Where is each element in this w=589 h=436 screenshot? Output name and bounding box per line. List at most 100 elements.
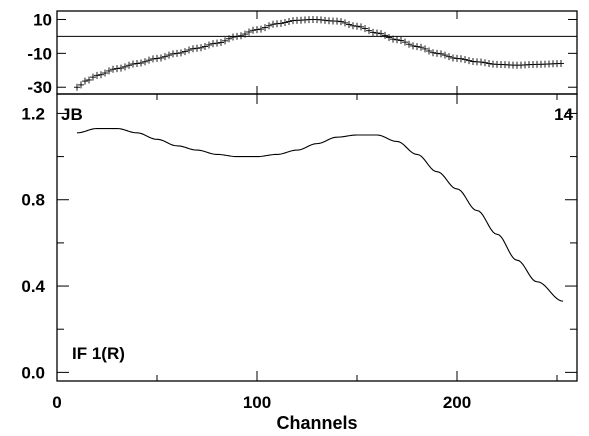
phase-point <box>378 30 384 38</box>
amplitude-series-line <box>76 127 564 302</box>
amplitude-panel: 0.0 0.4 0.8 1.2 0 100 200 JB 14 IF 1(R) <box>21 93 578 412</box>
amp-xtick-label: 0 <box>52 393 61 412</box>
phase-point <box>338 18 344 26</box>
phase-point <box>170 50 176 58</box>
phase-point <box>478 58 484 66</box>
amplitude-panel-frame <box>56 93 578 382</box>
phase-point <box>262 24 268 32</box>
phase-point <box>414 43 420 51</box>
amp-xtick-label: 200 <box>443 393 471 412</box>
phase-point <box>242 30 248 38</box>
phase-point <box>394 36 400 44</box>
phase-point <box>118 64 124 72</box>
phase-markers <box>74 15 564 91</box>
phase-point <box>154 54 160 62</box>
phase-point <box>150 55 156 63</box>
phase-point <box>206 41 212 49</box>
phase-point <box>462 56 468 64</box>
phase-point <box>346 20 352 28</box>
phase-point <box>122 63 128 71</box>
phase-ytick-label: -10 <box>27 44 52 63</box>
phase-point <box>102 69 108 77</box>
phase-point <box>90 73 96 81</box>
phase-point <box>482 59 488 67</box>
phase-point <box>186 46 192 54</box>
phase-point <box>278 19 284 27</box>
phase-point <box>114 65 120 73</box>
phase-point <box>430 49 436 57</box>
phase-point <box>466 57 472 65</box>
phase-point <box>398 36 404 44</box>
antenna-label: 14 <box>554 105 573 124</box>
phase-point <box>334 17 340 25</box>
x-axis-title: Channels <box>276 413 357 433</box>
phase-point <box>234 32 240 40</box>
phase-point <box>162 53 168 61</box>
phase-ytick-label: 10 <box>33 10 52 29</box>
amp-ytick-label: 0.8 <box>21 191 45 210</box>
phase-point <box>254 26 260 34</box>
phase-point <box>402 38 408 46</box>
phase-point <box>270 20 276 28</box>
phase-point <box>178 49 184 57</box>
phase-point <box>226 35 232 43</box>
phase-point <box>222 37 228 45</box>
phase-point <box>250 26 256 34</box>
phase-point <box>358 23 364 31</box>
phase-point <box>174 49 180 57</box>
phase-panel-frame <box>56 10 578 95</box>
phase-point <box>202 43 208 51</box>
phase-point <box>458 55 464 63</box>
phase-point <box>86 76 92 84</box>
phase-point <box>410 42 416 50</box>
phase-point <box>238 32 244 40</box>
phase-point <box>366 27 372 35</box>
phase-point <box>390 35 396 43</box>
phase-point <box>350 22 356 30</box>
phase-point <box>342 19 348 27</box>
phase-point <box>198 44 204 52</box>
phase-point <box>362 25 368 33</box>
phase-point <box>182 48 188 56</box>
phase-point <box>434 49 440 57</box>
phase-point <box>78 81 84 89</box>
phase-point <box>138 59 144 67</box>
if-annotation: IF 1(R) <box>72 344 125 363</box>
phase-point <box>446 53 452 61</box>
phase-point <box>442 51 448 59</box>
amp-ytick-label: 1.2 <box>21 104 45 123</box>
baseline-label: JB <box>61 105 83 124</box>
amp-ytick-label: 0.4 <box>21 277 45 296</box>
phase-point <box>194 44 200 52</box>
phase-point <box>438 50 444 58</box>
phase-point <box>230 33 236 41</box>
phase-point <box>134 60 140 68</box>
phase-point <box>126 61 132 69</box>
phase-point <box>450 54 456 62</box>
phase-point <box>106 67 112 75</box>
phase-point <box>266 22 272 30</box>
phase-point <box>418 43 424 51</box>
phase-point <box>218 39 224 47</box>
phase-point <box>146 56 152 64</box>
phase-point <box>166 51 172 59</box>
phase-point <box>110 65 116 73</box>
phase-point <box>98 71 104 79</box>
phase-point <box>558 60 564 68</box>
phase-point <box>422 45 428 53</box>
phase-point <box>406 40 412 48</box>
phase-ytick-label: -30 <box>27 78 52 97</box>
phase-point <box>74 83 80 91</box>
amp-ytick-label: 0.0 <box>21 363 45 382</box>
phase-point <box>246 28 252 36</box>
phase-point <box>130 60 136 68</box>
phase-point <box>82 77 88 85</box>
phase-point <box>370 28 376 36</box>
phase-point <box>94 71 100 79</box>
phase-point <box>386 33 392 41</box>
phase-point <box>382 31 388 39</box>
phase-panel: 10 -10 -30 <box>27 10 578 97</box>
phase-point <box>486 59 492 67</box>
phase-point <box>210 40 216 48</box>
